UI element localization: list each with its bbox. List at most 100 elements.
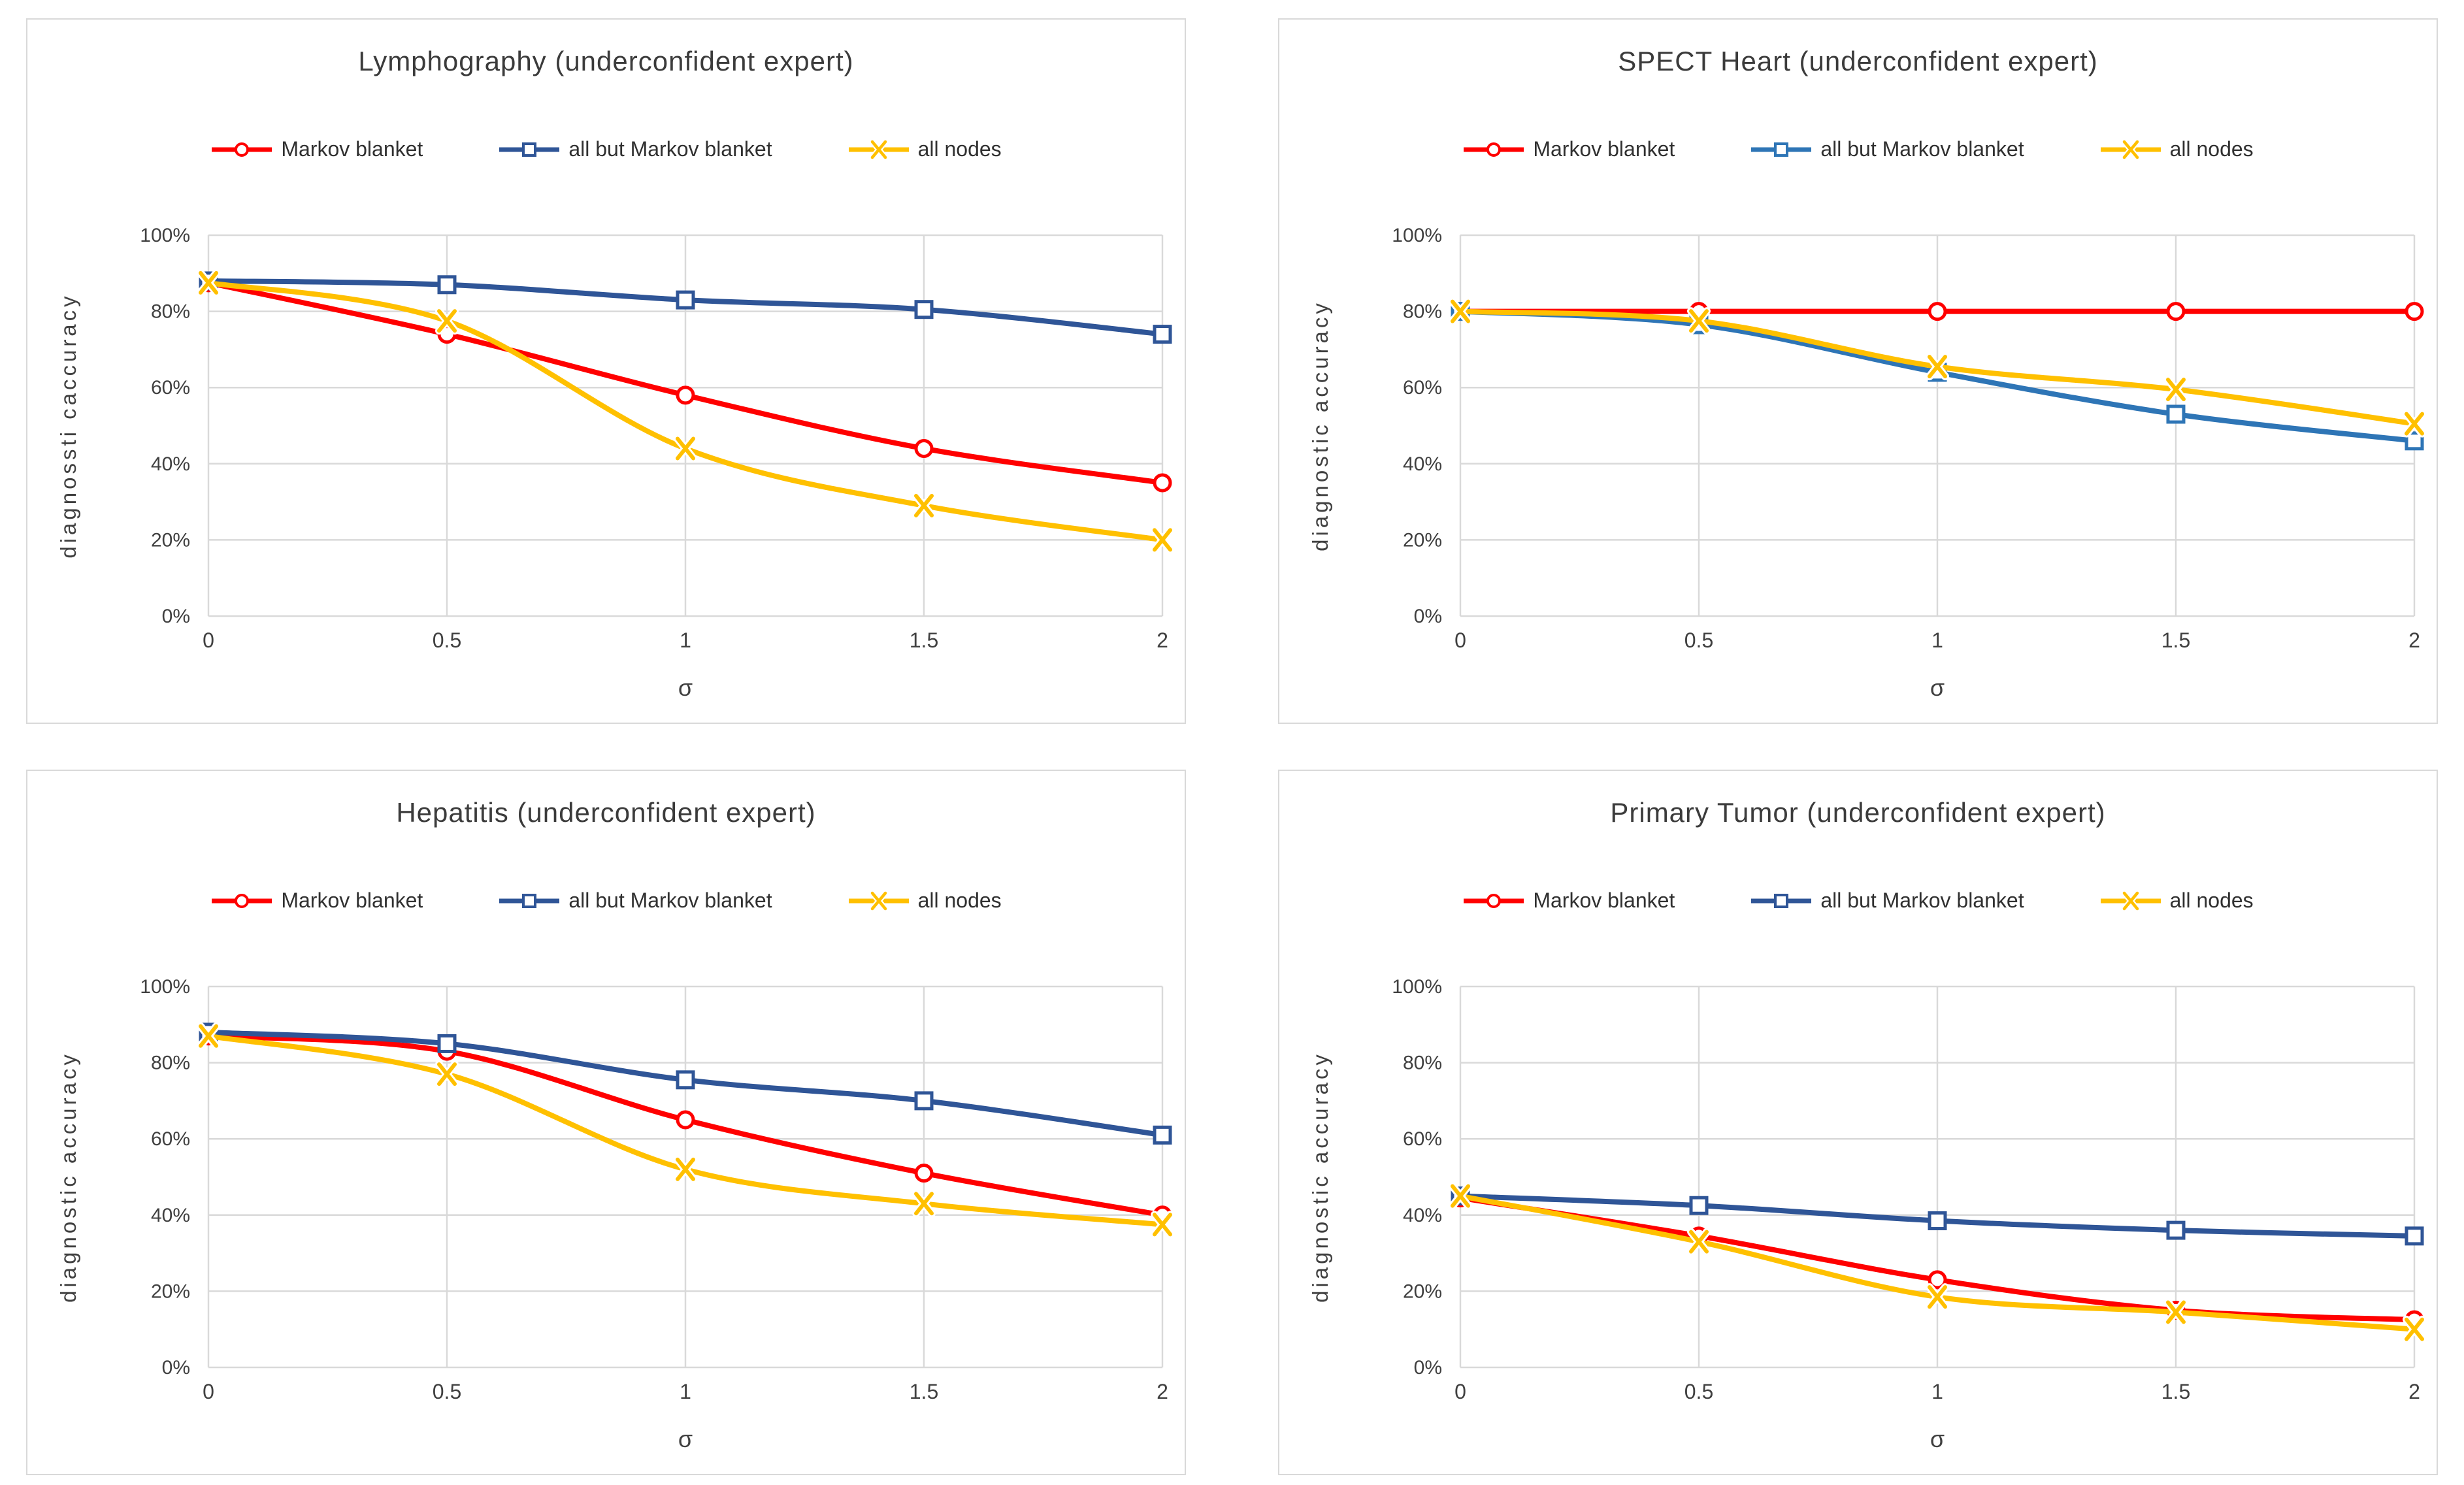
legend-line-circle-marker-icon [210,140,273,159]
y-axis-title: diagnostic accuracy [1308,1051,1332,1303]
svg-text:1.5: 1.5 [2161,1380,2190,1403]
svg-text:0%: 0% [162,606,190,627]
legend-line-square-marker-icon [498,140,561,159]
series-markers-all-nodes [197,269,1174,554]
series-markers-all-nodes [1449,297,2426,438]
legend-item-all-nodes: all nodes [847,889,1002,913]
gridlines [207,985,1164,1369]
svg-text:80%: 80% [1403,1053,1442,1074]
svg-text:1.5: 1.5 [2161,628,2190,652]
y-axis-tick-labels: 0% 20% 40% 60% 80% 100% [1392,976,1442,1379]
plot-area: 0% 20% 40% 60% 80% 100% 0 0.5 1 1.5 2 diagnossti ca… [29,167,1183,706]
svg-text:1: 1 [1931,628,1943,652]
svg-text:1: 1 [680,1380,691,1403]
svg-text:60%: 60% [151,377,190,399]
chart-title: Lymphography (underconfident expert) [358,46,854,76]
plot-area: 0% 20% 40% 60% 80% 100% 0 0.5 1 1.5 2 diagnostic ac… [29,918,1183,1458]
series-markers-all-nodes [1449,1182,2426,1343]
chart-panel-lymphography: Lymphography (underconfident expert) Mar… [26,18,1186,724]
plot-area: 0% 20% 40% 60% 80% 100% 0 0.5 1 1.5 2 diagnostic ac… [1281,918,2435,1458]
plot-svg: 0% 20% 40% 60% 80% 100% 0 0.5 1 1.5 2 diagnostic ac… [56,976,1174,1452]
legend-line-circle-marker-icon [1462,140,1525,159]
chart-panel-primary-tumor: Primary Tumor (underconfident expert) Ma… [1278,770,2438,1475]
legend-item-all-nodes: all nodes [2099,889,2254,913]
legend-line-x-marker-icon [847,890,910,911]
legend-line-x-marker-icon [2099,890,2162,911]
legend-item-markov-blanket: Markov blanket [1462,137,1675,161]
legend-label: all nodes [917,137,1002,161]
svg-text:100%: 100% [140,976,190,998]
svg-text:0%: 0% [1414,606,1442,627]
legend-line-square-marker-icon [498,891,561,911]
svg-text:0.5: 0.5 [433,1380,461,1403]
legend-item-all-but-markov-blanket: all but Markov blanket [498,889,772,913]
legend: Markov blanket all but Markov blanket al… [210,137,1002,161]
legend-line-circle-marker-icon [210,891,273,911]
svg-text:20%: 20% [151,1281,190,1302]
svg-text:40%: 40% [151,1205,190,1226]
legend-label: Markov blanket [1533,137,1675,161]
legend: Markov blanket all but Markov blanket al… [1462,137,2254,161]
legend-label: Markov blanket [1533,889,1675,912]
legend-item-markov-blanket: Markov blanket [1462,889,1675,913]
svg-text:1: 1 [680,628,691,652]
x-axis-title: σ [678,1426,693,1452]
x-axis-title: σ [1930,674,1945,701]
legend-label: all but Markov blanket [1820,889,2024,912]
legend-item-all-but-markov-blanket: all but Markov blanket [498,137,772,161]
svg-text:2: 2 [1157,628,1168,652]
svg-text:2: 2 [2408,628,2420,652]
svg-text:80%: 80% [1403,301,1442,323]
y-axis-title: diagnostic accuracy [56,1051,80,1303]
y-axis-tick-labels: 0% 20% 40% 60% 80% 100% [1392,225,1442,627]
legend-line-circle-marker-icon [1462,891,1525,911]
x-axis-title: σ [1930,1426,1945,1452]
svg-text:1.5: 1.5 [910,628,938,652]
legend-label: all nodes [2169,137,2254,161]
plot-svg: 0% 20% 40% 60% 80% 100% 0 0.5 1 1.5 2 diagnostic ac… [1308,225,2426,701]
svg-text:80%: 80% [151,301,190,323]
legend-item-all-but-markov-blanket: all but Markov blanket [1750,889,2024,913]
series-markers-all-nodes [197,1022,1174,1239]
legend-line-square-marker-icon [1750,140,1813,159]
svg-text:0%: 0% [162,1357,190,1379]
legend-item-all-but-markov-blanket: all but Markov blanket [1750,137,2024,161]
x-axis-tick-labels: 0 0.5 1 1.5 2 [1454,1380,2420,1403]
legend-line-square-marker-icon [1750,891,1813,911]
svg-text:100%: 100% [140,225,190,246]
svg-text:60%: 60% [1403,377,1442,399]
svg-text:0: 0 [203,1380,214,1403]
svg-text:2: 2 [1157,1380,1168,1403]
plot-svg: 0% 20% 40% 60% 80% 100% 0 0.5 1 1.5 2 diagnossti ca… [56,225,1174,701]
svg-text:0: 0 [1454,628,1466,652]
legend-item-markov-blanket: Markov blanket [210,137,423,161]
svg-text:2: 2 [2408,1380,2420,1403]
legend-label: all but Markov blanket [568,137,772,161]
svg-text:60%: 60% [1403,1128,1442,1150]
chart-title: SPECT Heart (underconfident expert) [1618,46,2098,76]
chart-panel-spect-heart: SPECT Heart (underconfident expert) Mark… [1278,18,2438,724]
chart-title: Primary Tumor (underconfident expert) [1610,797,2106,828]
svg-text:80%: 80% [151,1053,190,1074]
svg-text:0.5: 0.5 [1684,1380,1713,1403]
chart-title: Hepatitis (underconfident expert) [396,797,816,828]
legend-item-all-nodes: all nodes [2099,137,2254,161]
svg-text:1.5: 1.5 [910,1380,938,1403]
svg-text:100%: 100% [1392,976,1442,998]
plot-svg: 0% 20% 40% 60% 80% 100% 0 0.5 1 1.5 2 diagnostic ac… [1308,976,2426,1452]
legend-label: all but Markov blanket [568,889,772,912]
legend-label: all but Markov blanket [1820,137,2024,161]
svg-text:0%: 0% [1414,1357,1442,1379]
svg-text:40%: 40% [151,453,190,475]
legend-item-markov-blanket: Markov blanket [210,889,423,913]
svg-text:40%: 40% [1403,453,1442,475]
legend-label: all nodes [917,889,1002,912]
y-axis-tick-labels: 0% 20% 40% 60% 80% 100% [140,225,190,627]
svg-text:0: 0 [1454,1380,1466,1403]
legend: Markov blanket all but Markov blanket al… [210,889,1002,913]
y-axis-tick-labels: 0% 20% 40% 60% 80% 100% [140,976,190,1379]
plot-area: 0% 20% 40% 60% 80% 100% 0 0.5 1 1.5 2 diagnostic ac… [1281,167,2435,706]
y-axis-title: diagnostic accuracy [1308,300,1332,551]
svg-text:60%: 60% [151,1128,190,1150]
